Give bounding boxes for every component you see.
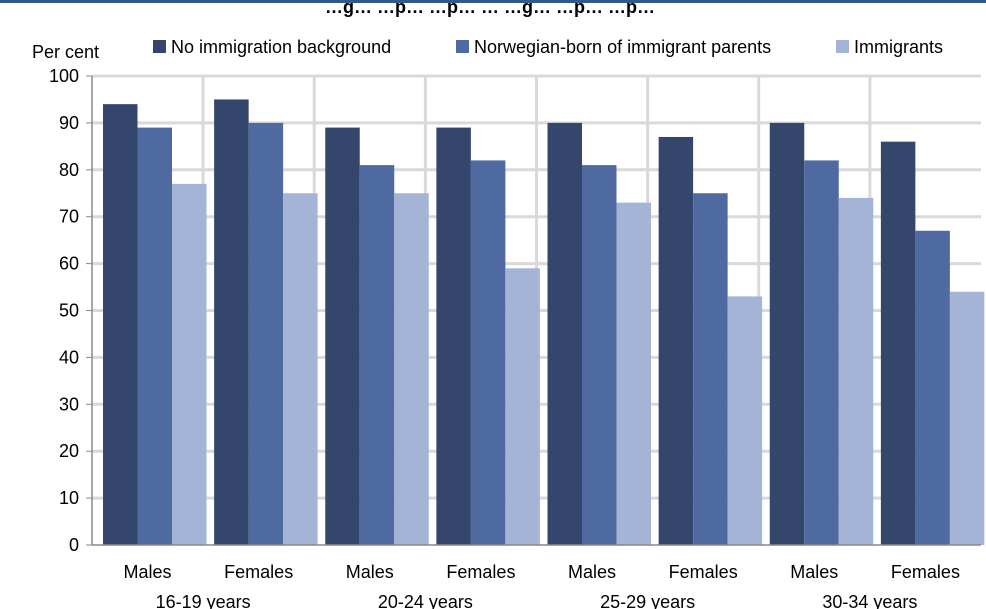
group-label: 20-24 years bbox=[378, 592, 473, 609]
x-tick-label: Males bbox=[124, 562, 172, 582]
y-tick-label: 80 bbox=[59, 160, 79, 180]
x-tick-label: Males bbox=[346, 562, 394, 582]
y-tick-labels: 0 10 20 30 40 50 60 70 80 90 100 bbox=[49, 66, 79, 555]
bar bbox=[727, 296, 763, 545]
x-tick-label: Females bbox=[446, 562, 515, 582]
bar bbox=[248, 122, 284, 546]
bar bbox=[359, 165, 395, 546]
chart-title: …g… …p… …p… … …g… …p… …p… bbox=[325, 0, 655, 17]
bar bbox=[547, 122, 582, 546]
bar bbox=[505, 268, 540, 545]
group-label: 16-19 years bbox=[156, 592, 251, 609]
bar bbox=[804, 160, 839, 546]
bar bbox=[137, 127, 172, 545]
bar bbox=[949, 291, 985, 545]
bar bbox=[880, 141, 916, 545]
bar bbox=[658, 136, 694, 545]
bar bbox=[915, 230, 950, 545]
y-tick-label: 40 bbox=[59, 347, 79, 367]
legend-swatch bbox=[836, 40, 849, 53]
bar bbox=[283, 193, 318, 545]
bar bbox=[693, 193, 728, 545]
legend-swatch bbox=[456, 40, 469, 53]
y-axis-label: Per cent bbox=[32, 42, 99, 62]
bar bbox=[470, 160, 506, 546]
x-tick-label: Males bbox=[790, 562, 838, 582]
y-tick-label: 70 bbox=[59, 207, 79, 227]
x-tick-label: Males bbox=[568, 562, 616, 582]
y-tick-label: 0 bbox=[69, 535, 79, 555]
y-tick-label: 50 bbox=[59, 301, 79, 321]
bar bbox=[436, 127, 471, 545]
legend-label: Immigrants bbox=[854, 37, 943, 57]
bar bbox=[172, 183, 207, 545]
x-tick-labels: Males Females Males Females Males Females Male… bbox=[124, 562, 960, 582]
axes bbox=[91, 76, 981, 546]
legend: No immigration background Norwegian-born … bbox=[153, 37, 943, 57]
bar bbox=[582, 165, 617, 546]
bars bbox=[103, 99, 985, 546]
bar bbox=[769, 122, 805, 546]
y-tick-label: 30 bbox=[59, 394, 79, 414]
bar bbox=[325, 127, 360, 545]
bar bbox=[214, 99, 249, 545]
x-tick-label: Females bbox=[891, 562, 960, 582]
bar bbox=[838, 197, 874, 545]
group-labels: 16-19 years 20-24 years 25-29 years 30-34 y… bbox=[156, 592, 918, 609]
y-tick-label: 100 bbox=[49, 66, 79, 86]
group-label: 30-34 years bbox=[822, 592, 917, 609]
legend-swatch bbox=[153, 40, 166, 53]
y-tick-label: 90 bbox=[59, 113, 79, 133]
group-label: 25-29 years bbox=[600, 592, 695, 609]
bar bbox=[616, 202, 651, 545]
y-tick-label: 10 bbox=[59, 488, 79, 508]
y-tick-label: 20 bbox=[59, 441, 79, 461]
legend-label: No immigration background bbox=[171, 37, 391, 57]
x-tick-label: Females bbox=[669, 562, 738, 582]
bar bbox=[394, 193, 429, 545]
y-tick-label: 60 bbox=[59, 254, 79, 274]
bar bbox=[103, 104, 138, 545]
x-tick-label: Females bbox=[224, 562, 293, 582]
legend-label: Norwegian-born of immigrant parents bbox=[474, 37, 771, 57]
